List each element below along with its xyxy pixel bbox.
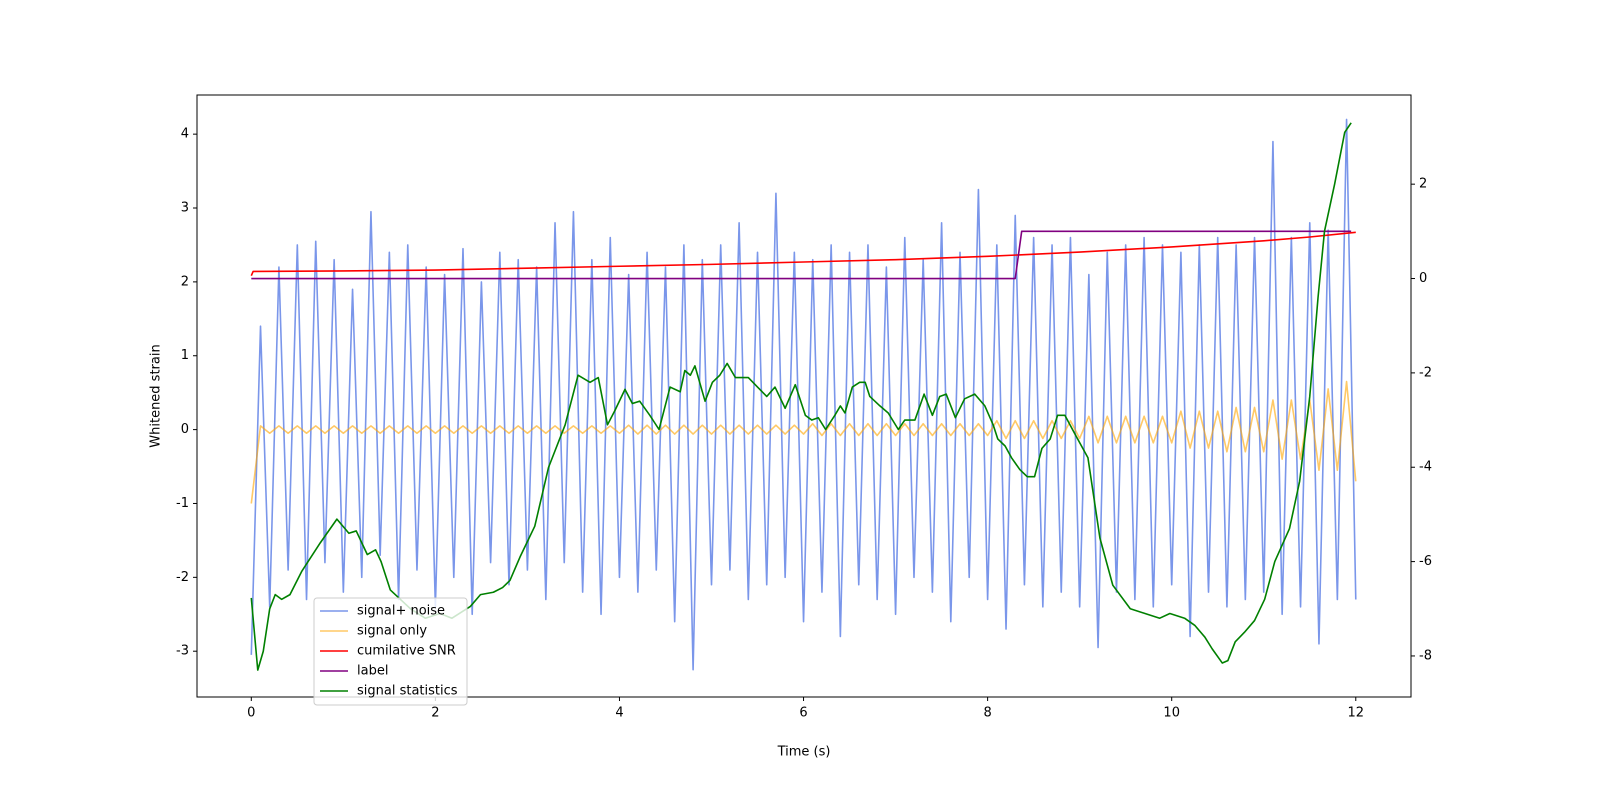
y2-tick-label: -4	[1419, 460, 1432, 475]
y-axis-label: Whitened strain	[149, 344, 164, 447]
x-tick-label: 8	[983, 706, 991, 721]
y-tick-label: 0	[181, 422, 189, 437]
series-line	[250, 118, 1357, 671]
y-tick-label: -2	[176, 570, 189, 585]
y-tick-label: -3	[176, 644, 189, 659]
series-line	[250, 380, 1357, 504]
x-tick-label: 10	[1163, 706, 1180, 721]
y2-tick-label: -2	[1419, 365, 1432, 380]
legend-label: signal only	[357, 624, 427, 639]
y2-tick-label: 0	[1419, 271, 1427, 286]
series-line	[251, 230, 1352, 280]
y-tick-label: -1	[176, 496, 189, 511]
x-axis-label: Time (s)	[777, 745, 831, 760]
x-tick-label: 0	[247, 706, 255, 721]
legend-box	[313, 597, 468, 706]
y2-tick-label: -8	[1419, 648, 1432, 663]
legend-label: signal statistics	[357, 684, 458, 699]
series-line	[250, 122, 1352, 671]
x-tick-label: 2	[431, 706, 439, 721]
legend-label: signal+ noise	[357, 604, 445, 619]
y-tick-label: 2	[181, 274, 189, 289]
legend-label: cumilative SNR	[357, 644, 456, 659]
y-tick-label: 3	[181, 201, 189, 216]
y-tick-label: 1	[181, 348, 189, 363]
legend-label: label	[357, 664, 388, 679]
x-tick-label: 6	[799, 706, 807, 721]
x-tick-label: 12	[1348, 706, 1365, 721]
x-tick-label: 4	[615, 706, 623, 721]
y2-tick-label: -6	[1419, 554, 1432, 569]
series-line	[250, 231, 1356, 277]
y2-tick-label: 2	[1419, 177, 1427, 192]
y-tick-label: 4	[181, 127, 189, 142]
